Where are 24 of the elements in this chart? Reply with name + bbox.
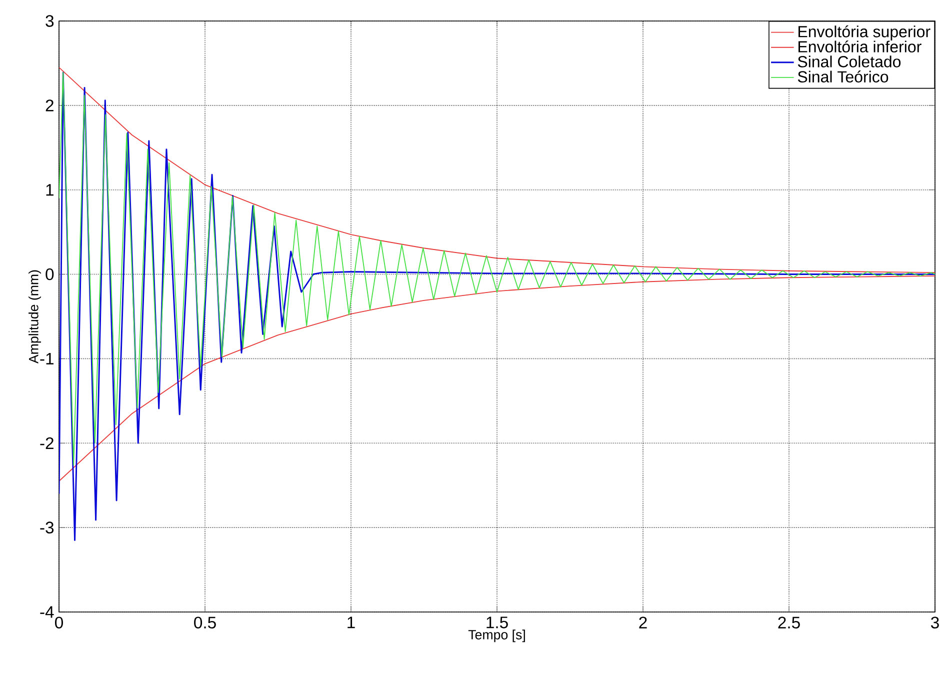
legend-label: Sinal Coletado <box>798 56 901 68</box>
y-tick-label: 1 <box>46 184 54 196</box>
y-tick-label: -4 <box>40 606 54 618</box>
legend-label: Envoltória inferior <box>798 40 922 52</box>
x-tick-label: 3 <box>930 616 939 628</box>
line-series <box>59 72 935 541</box>
x-tick-label: 2 <box>639 616 647 628</box>
x-tick-label: 1.5 <box>486 616 508 628</box>
y-tick-label: -3 <box>40 522 54 534</box>
y-tick-label: 0 <box>46 268 54 280</box>
y-tick-label: 3 <box>46 15 54 27</box>
x-axis-title: Tempo [s] <box>468 630 525 642</box>
legend-label: Envoltória superior <box>798 25 930 40</box>
x-tick-label: 1 <box>348 616 355 628</box>
y-tick-label: 2 <box>46 100 54 112</box>
line-series <box>59 72 935 466</box>
y-tick-label: -2 <box>40 437 54 449</box>
x-tick-label: 0 <box>55 616 63 628</box>
x-tick-label: 0.5 <box>194 616 216 628</box>
line-series <box>59 275 935 482</box>
x-tick-label: 2.5 <box>778 616 800 628</box>
y-tick-label: -1 <box>40 352 54 364</box>
y-axis-title: Amplitude (mm) <box>28 270 41 364</box>
legend-label: Sinal Teórico <box>798 70 888 82</box>
